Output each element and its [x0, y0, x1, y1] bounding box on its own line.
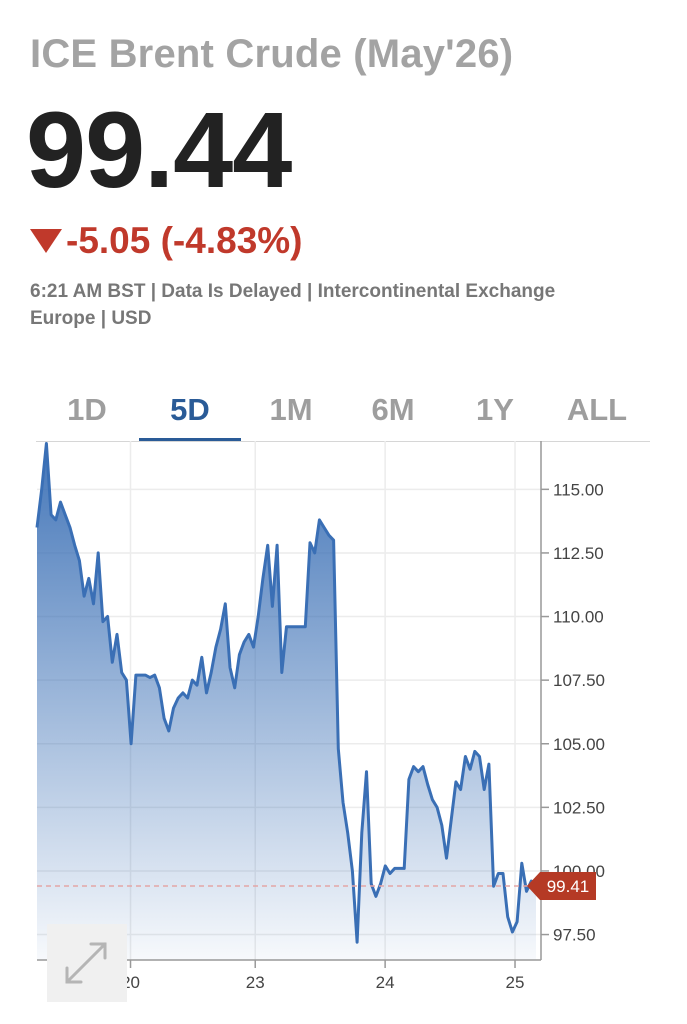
range-tabs: 1D 5D 1M 6M 1Y ALL	[36, 385, 650, 442]
x-tick-label: 23	[246, 973, 265, 992]
tab-1y[interactable]: 1Y	[476, 392, 514, 427]
x-tick-label: 24	[376, 973, 395, 992]
last-price-tag-label: 99.41	[547, 877, 590, 896]
expand-arrows-icon	[65, 942, 107, 984]
last-price: 99.44	[26, 89, 292, 210]
price-chart: 115.00112.50110.00107.50105.00102.50100.…	[35, 441, 605, 992]
tab-6m[interactable]: 6M	[371, 392, 415, 427]
price-line	[35, 442, 538, 944]
price-change-text: -5.05 (-4.83%)	[66, 220, 303, 261]
quote-meta: 6:21 AM BST | Data Is Delayed | Intercon…	[30, 278, 660, 332]
quote-meta-line-2: Europe | USD	[30, 308, 152, 329]
tab-5d[interactable]: 5D	[139, 385, 241, 441]
instrument-title: ICE Brent Crude (May'26)	[30, 32, 514, 76]
y-tick-label: 105.00	[553, 735, 605, 754]
y-tick-label: 97.50	[553, 926, 596, 945]
y-tick-label: 110.00	[553, 608, 604, 627]
price-area	[37, 443, 536, 960]
down-triangle-icon	[30, 229, 62, 253]
y-tick-label: 102.50	[553, 798, 605, 817]
last-price-tag	[527, 871, 596, 900]
y-tick-label: 112.50	[553, 544, 604, 563]
y-tick-label: 107.50	[553, 671, 605, 690]
y-tick-label: 115.00	[553, 480, 604, 499]
tab-1d[interactable]: 1D	[67, 392, 107, 427]
quote-meta-line-1: 6:21 AM BST | Data Is Delayed | Intercon…	[30, 281, 556, 302]
price-change: -5.05 (-4.83%)	[30, 220, 303, 262]
tab-1m[interactable]: 1M	[269, 392, 313, 427]
tab-all[interactable]: ALL	[566, 392, 628, 427]
x-tick-label: 25	[506, 973, 525, 992]
expand-chart-button[interactable]	[47, 924, 127, 1002]
